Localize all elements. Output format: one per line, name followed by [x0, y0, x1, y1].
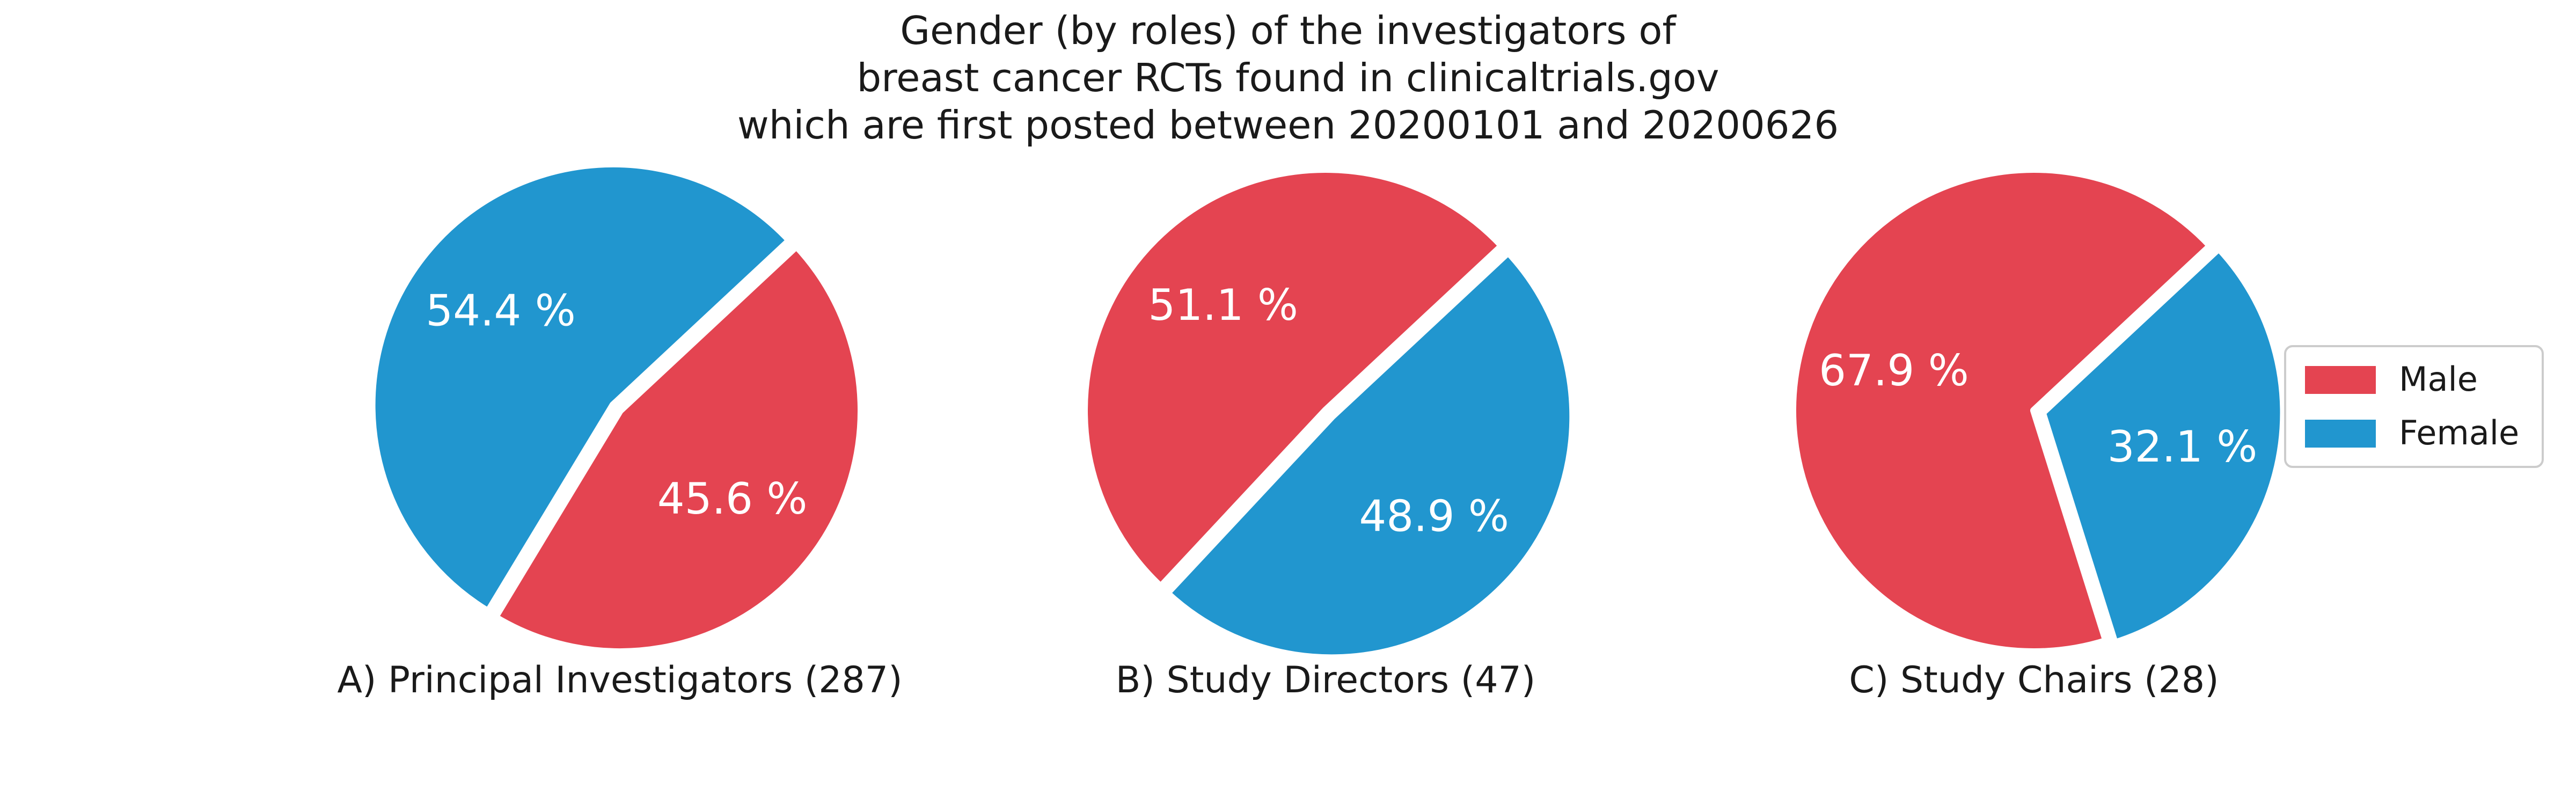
- pie-caption: A) Principal Investigators (287): [337, 659, 902, 701]
- pie-slice-label-male: 51.1 %: [1148, 280, 1298, 330]
- pie-slice-label-female: 32.1 %: [2107, 422, 2258, 472]
- pie-caption: C) Study Chairs (28): [1849, 659, 2219, 701]
- pie-slice-label-female: 48.9 %: [1359, 491, 1509, 541]
- legend-swatch-male: [2305, 366, 2376, 394]
- chart-title-line-3: which are first posted between 20200101 …: [737, 103, 1839, 148]
- chart-title: Gender (by roles) of the investigators o…: [737, 8, 1839, 148]
- pie-slice-label-male: 67.9 %: [1819, 346, 1969, 396]
- chart-title-line-2: breast cancer RCTs found in clinicaltria…: [857, 55, 1719, 100]
- legend-label-female: Female: [2399, 413, 2519, 452]
- pie-slice-label-male: 45.6 %: [657, 474, 808, 524]
- chart-title-line-1: Gender (by roles) of the investigators o…: [900, 8, 1677, 53]
- legend-label-male: Male: [2399, 360, 2478, 399]
- legend: Male Female: [2285, 346, 2543, 467]
- pie-slice-label-female: 54.4 %: [426, 286, 576, 336]
- legend-swatch-female: [2305, 420, 2376, 448]
- pie-caption: B) Study Directors (47): [1116, 659, 1536, 701]
